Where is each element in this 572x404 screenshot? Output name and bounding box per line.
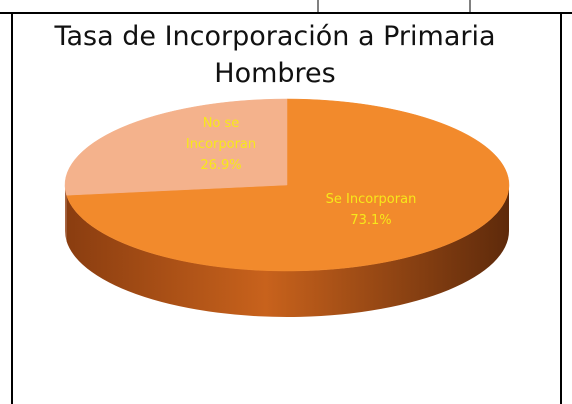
- slice: [66, 98, 510, 272]
- value-label: 73.1%: [350, 213, 392, 228]
- chart-title: Hombres: [214, 58, 335, 89]
- category-label: No se Incorporan: [185, 116, 257, 152]
- value-label: 26.9%: [200, 158, 242, 173]
- slice: [64, 98, 288, 196]
- slice-label: No se Incorporan 26.9%: [178, 113, 264, 176]
- slice-side: [66, 185, 509, 317]
- category-label: Se Incorporan: [325, 192, 417, 207]
- slice-side: [65, 185, 67, 242]
- pie: [64, 98, 510, 317]
- chart-title: Tasa de Incorporación a Primaria: [53, 21, 495, 52]
- slice-label: Se Incorporan 73.1%: [316, 189, 426, 231]
